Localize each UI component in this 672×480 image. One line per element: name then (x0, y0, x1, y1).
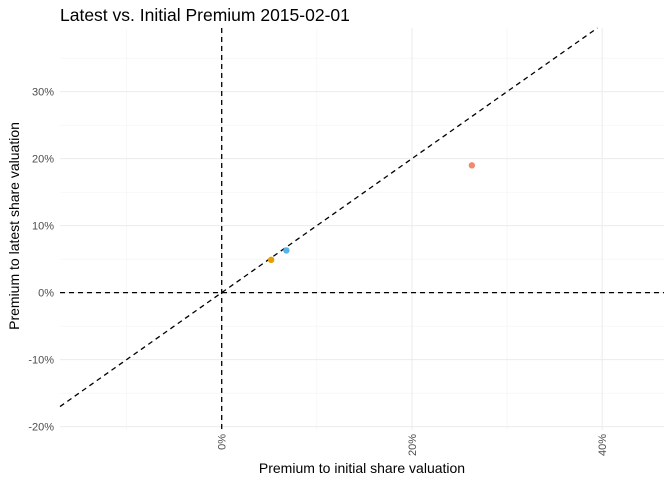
data-point (468, 162, 476, 169)
x-tick-label: 40% (597, 434, 609, 456)
data-point (267, 256, 275, 264)
y-axis-ticks: -20% -10% 0% 10% 20% 30% (28, 87, 54, 434)
x-axis-title: Premium to initial share valuation (259, 460, 465, 476)
data-point (283, 247, 290, 254)
grid (60, 28, 664, 430)
y-tick-label: 20% (32, 154, 54, 166)
y-tick-label: 0% (38, 288, 54, 300)
x-axis-ticks: 0% 20% 40% (217, 434, 609, 456)
y-axis-title: Premium to latest share valuation (6, 122, 22, 330)
reference-lines (59, 27, 664, 430)
y-tick-label: -20% (28, 422, 54, 434)
x-tick-label: 0% (217, 434, 229, 450)
y-tick-label: 10% (32, 221, 54, 233)
y-tick-label: 30% (32, 87, 54, 99)
data-points (267, 162, 476, 264)
x-tick-label: 20% (407, 434, 419, 456)
reference-line-diagonal (59, 27, 598, 408)
y-tick-label: -10% (28, 355, 54, 367)
chart-title: Latest vs. Initial Premium 2015-02-01 (60, 5, 350, 25)
